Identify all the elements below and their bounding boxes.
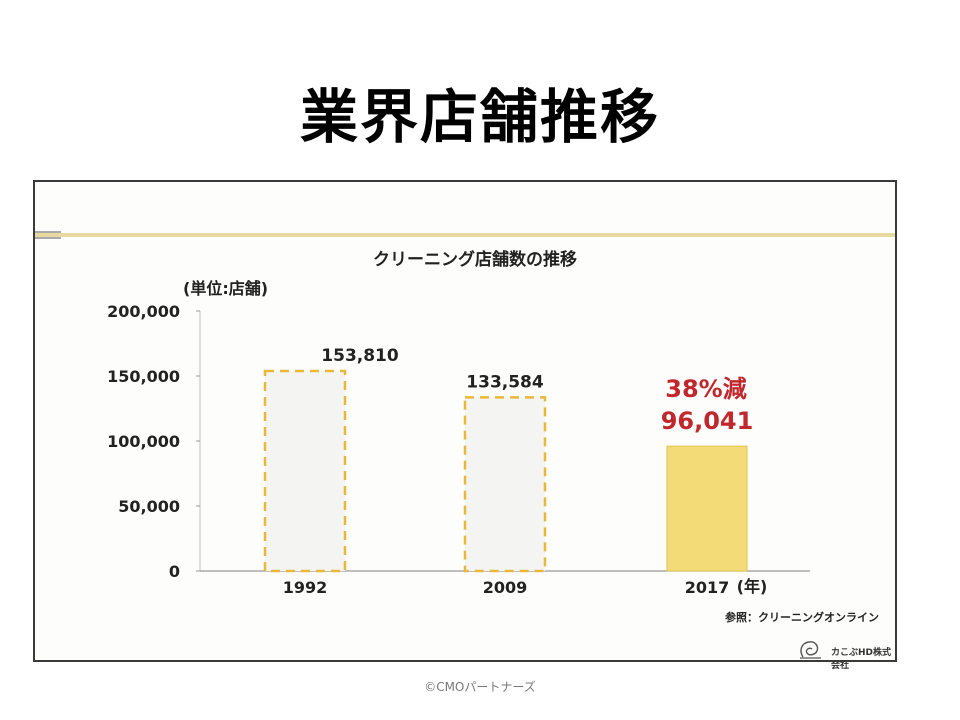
footer-credit: ©CMOパートナーズ — [424, 680, 536, 694]
bar-1992 — [263, 369, 347, 573]
company-logo-icon — [800, 641, 821, 659]
reduction-callout: 38%減 — [665, 375, 746, 403]
bar-value-label-2009: 133,584 — [466, 372, 544, 392]
x-axis-labels: 1992 2009 2017 — [283, 578, 730, 597]
bar-2009 — [463, 396, 547, 573]
bar-2017 — [666, 445, 748, 572]
source-note: 参照：クリーニングオンライン — [725, 611, 879, 624]
company-name: カこぶHD株式会社 — [831, 648, 892, 671]
y-axis-tick-labels: 0 50,000 100,000 150,000 200,000 — [107, 302, 180, 581]
bar-value-label-1992: 153,810 — [321, 346, 399, 366]
chart-bars — [263, 369, 748, 573]
gold-divider — [35, 233, 895, 237]
y-tick-label: 200,000 — [107, 302, 180, 321]
x-axis-label-1992: 1992 — [283, 578, 328, 597]
bar-value-labels: 153,810 133,584 96,041 — [321, 346, 753, 435]
page-title: 業界店舗推移 — [299, 83, 660, 151]
chart-title: クリーニング店舗数の推移 — [373, 250, 577, 270]
y-tick-label: 150,000 — [107, 367, 180, 386]
x-axis-label-2017: 2017 — [685, 578, 730, 597]
bar-value-label-2017: 96,041 — [661, 407, 754, 435]
unit-label: (単位:店舗) — [183, 279, 269, 298]
y-tick-label: 100,000 — [107, 432, 180, 451]
y-tick-label: 0 — [169, 562, 180, 581]
year-unit-label: (年) — [737, 577, 768, 596]
y-tick-label: 50,000 — [118, 497, 180, 516]
x-axis-label-2009: 2009 — [483, 578, 528, 597]
